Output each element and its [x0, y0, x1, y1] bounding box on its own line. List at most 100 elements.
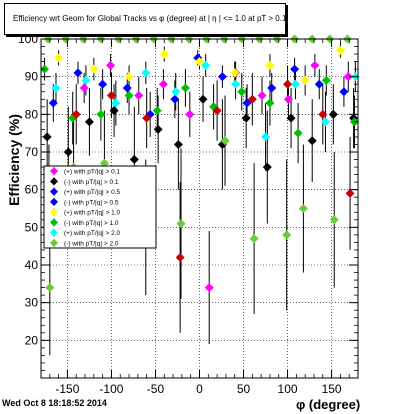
legend-label: (-) with pT/|q| > 1.0: [64, 220, 119, 227]
data-point: [141, 68, 151, 78]
markers-layer: [40, 34, 360, 293]
legend: (+) with pT/|q| > 0.1 (-) with pT/|q| > 0…: [43, 165, 157, 249]
data-point: [267, 83, 277, 93]
y-tick-label: 90: [25, 70, 39, 84]
y-axis-label: Efficiency (%): [6, 114, 22, 206]
legend-label: (-) with pT/|q| > 0.1: [64, 179, 119, 186]
data-point: [242, 98, 252, 108]
data-point: [328, 109, 338, 119]
data-point: [45, 283, 55, 293]
data-point: [42, 132, 52, 142]
data-point: [237, 87, 247, 97]
data-point: [175, 252, 185, 262]
timestamp: Wed Oct 8 18:18:52 2014: [2, 398, 107, 408]
data-point: [159, 49, 169, 59]
data-point: [217, 72, 227, 82]
data-point: [220, 136, 230, 146]
data-point: [321, 75, 331, 85]
data-point: [283, 79, 293, 89]
data-point: [204, 283, 214, 293]
data-point: [265, 98, 275, 108]
legend-label: (-) with pT/|q| > 0.5: [64, 199, 119, 206]
legend-marker: [50, 208, 58, 217]
data-point: [185, 109, 195, 119]
data-point: [124, 91, 134, 100]
data-point: [314, 79, 324, 89]
data-point: [73, 68, 83, 78]
data-point: [212, 106, 222, 116]
data-point: [201, 60, 211, 70]
data-point: [307, 136, 317, 146]
data-point: [171, 87, 181, 97]
y-tick-label: 100: [18, 32, 38, 46]
x-tick-label: 0: [196, 382, 203, 396]
data-point: [195, 57, 204, 67]
data-point: [63, 147, 73, 157]
data-point: [249, 234, 259, 244]
data-point: [345, 188, 355, 198]
x-tick-label: 100: [278, 382, 298, 396]
data-point: [51, 83, 61, 93]
data-point: [262, 162, 272, 172]
legend-marker: [50, 218, 58, 227]
data-point: [89, 64, 99, 74]
data-point: [134, 91, 144, 100]
data-point: [111, 98, 121, 108]
data-point: [152, 106, 162, 116]
data-point: [106, 60, 116, 70]
legend-box: [43, 165, 157, 249]
data-point: [335, 45, 345, 55]
data-point: [106, 91, 116, 100]
data-point: [241, 113, 251, 123]
legend-label: (-) with pT/|q| > 2.0: [64, 240, 119, 247]
data-point: [290, 64, 300, 74]
data-point: [170, 94, 180, 104]
data-point: [320, 117, 330, 127]
x-tick-label: 50: [237, 382, 251, 396]
y-tick-label: 60: [25, 183, 39, 197]
data-point: [265, 60, 275, 70]
data-point: [98, 79, 108, 89]
data-point: [318, 109, 328, 119]
legend-marker: [50, 228, 58, 237]
axis-ticks-layer: -150 -100 -50 0 50 100 150 20 30 40 50 60 70 80 90 100: [18, 32, 359, 396]
data-point: [129, 155, 139, 165]
legend-label: (+) with pT/|q| > 1.0: [64, 210, 121, 217]
data-point: [339, 87, 349, 97]
legend-marker: [50, 197, 58, 206]
data-point: [122, 83, 132, 93]
data-point: [282, 230, 292, 240]
x-tick-label: -150: [55, 382, 79, 396]
data-point: [298, 204, 308, 213]
x-tick-label: 150: [322, 382, 342, 396]
data-point: [84, 117, 94, 127]
data-point: [176, 219, 186, 229]
data-point: [286, 113, 296, 123]
data-point: [300, 75, 310, 85]
legend-marker: [50, 167, 58, 176]
x-tick-label: -50: [147, 382, 165, 396]
data-point: [230, 68, 240, 78]
data-point: [293, 128, 303, 138]
data-point: [310, 60, 320, 70]
y-tick-label: 70: [25, 145, 39, 159]
data-point: [343, 72, 353, 82]
x-tick-label: -100: [99, 382, 123, 396]
y-tick-label: 30: [25, 296, 39, 310]
data-point: [247, 94, 257, 104]
legend-label: (+) with pT/|q| > 2.0: [64, 230, 121, 237]
data-point: [290, 79, 300, 89]
legend-marker: [50, 238, 58, 247]
data-point: [173, 139, 183, 149]
data-point: [158, 79, 168, 89]
y-tick-label: 40: [25, 258, 39, 272]
data-point: [231, 79, 241, 89]
data-point: [257, 91, 267, 100]
data-point: [180, 83, 190, 93]
data-point: [81, 75, 91, 85]
legend-marker: [50, 187, 58, 196]
x-axis-label: φ (degree): [296, 397, 361, 412]
data-point: [198, 94, 208, 104]
y-tick-label: 20: [25, 333, 39, 347]
